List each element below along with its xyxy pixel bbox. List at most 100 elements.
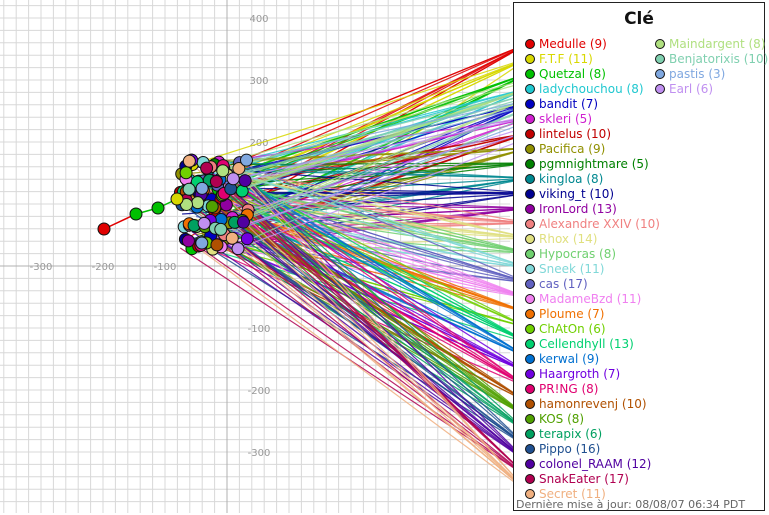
- data-point: [239, 153, 253, 167]
- data-point: [181, 234, 195, 248]
- connector-line: [240, 196, 530, 464]
- legend-label: Earl (6): [669, 82, 714, 96]
- legend-label: Ploume (7): [539, 307, 605, 321]
- legend-marker: [525, 294, 535, 304]
- y-tick-label: 400: [249, 14, 268, 25]
- trail-point: [170, 192, 184, 206]
- legend-marker: [525, 99, 535, 109]
- legend-marker: [525, 144, 535, 154]
- legend-marker: [525, 459, 535, 469]
- legend-label: Secret (11): [539, 487, 606, 501]
- legend-marker: [525, 129, 535, 139]
- connector-line: [213, 187, 530, 344]
- legend-label: Rhox (14): [539, 232, 598, 246]
- legend-marker: [655, 69, 665, 79]
- legend-label: KOS (8): [539, 412, 585, 426]
- legend-marker: [525, 249, 535, 259]
- data-point: [179, 198, 193, 212]
- data-point: [182, 182, 196, 196]
- legend-marker: [525, 384, 535, 394]
- connector-line: [223, 181, 530, 479]
- data-point: [225, 231, 239, 245]
- legend-marker: [525, 414, 535, 424]
- data-point: [232, 161, 246, 175]
- legend-label: viking_t (10): [539, 187, 615, 201]
- connector-line: [200, 249, 530, 494]
- legend-marker: [525, 399, 535, 409]
- legend-marker: [525, 219, 535, 229]
- connector-line: [233, 167, 530, 449]
- legend-marker: [525, 189, 535, 199]
- legend-label: Pippo (16): [539, 442, 601, 456]
- y-tick-label: -100: [248, 324, 271, 335]
- legend-marker: [525, 429, 535, 439]
- legend-marker: [525, 324, 535, 334]
- legend-label: F.T.F (11): [539, 52, 593, 66]
- legend-marker: [525, 369, 535, 379]
- data-point: [216, 164, 230, 178]
- legend-marker: [655, 84, 665, 94]
- legend-marker: [525, 114, 535, 124]
- data-point: [197, 216, 211, 230]
- connector-line: [225, 160, 530, 494]
- x-tick-label: -300: [30, 262, 53, 273]
- legend-marker: [525, 489, 535, 499]
- legend-label: MadameBzd (11): [539, 292, 642, 306]
- connector-lines: [103, 42, 660, 494]
- legend-marker: [525, 84, 535, 94]
- connector-line: [196, 224, 530, 479]
- legend-marker: [525, 474, 535, 484]
- connector-line: [212, 173, 530, 344]
- connector-line: [247, 231, 530, 449]
- connector-line: [219, 212, 530, 464]
- legend-marker: [655, 54, 665, 64]
- legend-label: hamonrevenj (10): [539, 397, 647, 411]
- data-point: [195, 236, 209, 250]
- legend-marker: [525, 309, 535, 319]
- legend-label: ladychouchou (8): [539, 82, 644, 96]
- legend-label: ChAtOn (6): [539, 322, 606, 336]
- legend-marker: [525, 159, 535, 169]
- trail-point: [129, 207, 143, 221]
- legend-marker: [525, 354, 535, 364]
- connector-line: [207, 185, 530, 434]
- connector-line: [191, 159, 530, 374]
- legend-title: Clé: [624, 9, 654, 29]
- connector-line: [195, 210, 530, 494]
- data-point: [226, 172, 240, 186]
- legend-marker: [525, 339, 535, 349]
- legend: Clé Medulle (9) F.T.F (11) Quetzal (8) lady…: [513, 2, 768, 511]
- connector-line: [212, 182, 530, 419]
- legend-label: terapix (6): [539, 427, 603, 441]
- legend-label: pastis (3): [669, 67, 726, 81]
- connector-line: [232, 165, 530, 434]
- connector-line: [180, 230, 530, 449]
- legend-label: Maindargent (8): [669, 37, 766, 51]
- legend-label: colonel_RAAM (12): [539, 457, 652, 471]
- cluster-points: [97, 153, 255, 256]
- legend-label: skleri (5): [539, 112, 592, 126]
- legend-marker: [525, 174, 535, 184]
- data-point: [236, 215, 250, 229]
- legend-label: kingloa (8): [539, 172, 604, 186]
- data-point: [205, 199, 219, 213]
- legend-label: Quetzal (8): [539, 67, 606, 81]
- legend-label: Sneek (11): [539, 262, 605, 276]
- legend-label: PR!NG (8): [539, 382, 599, 396]
- connector-line: [192, 57, 530, 166]
- x-tick-label: -200: [92, 262, 115, 273]
- trail-point: [97, 222, 111, 236]
- legend-label: cas (17): [539, 277, 588, 291]
- legend-marker: [655, 39, 665, 49]
- legend-label: Pacifica (9): [539, 142, 606, 156]
- legend-label: pgmnightmare (5): [539, 157, 649, 171]
- data-point: [191, 196, 205, 210]
- legend-label: bandit (7): [539, 97, 599, 111]
- connector-line: [225, 42, 530, 168]
- data-point: [209, 174, 223, 188]
- legend-marker: [525, 264, 535, 274]
- legend-label: Cellendhyll (13): [539, 337, 634, 351]
- x-tick-label: -100: [154, 262, 177, 273]
